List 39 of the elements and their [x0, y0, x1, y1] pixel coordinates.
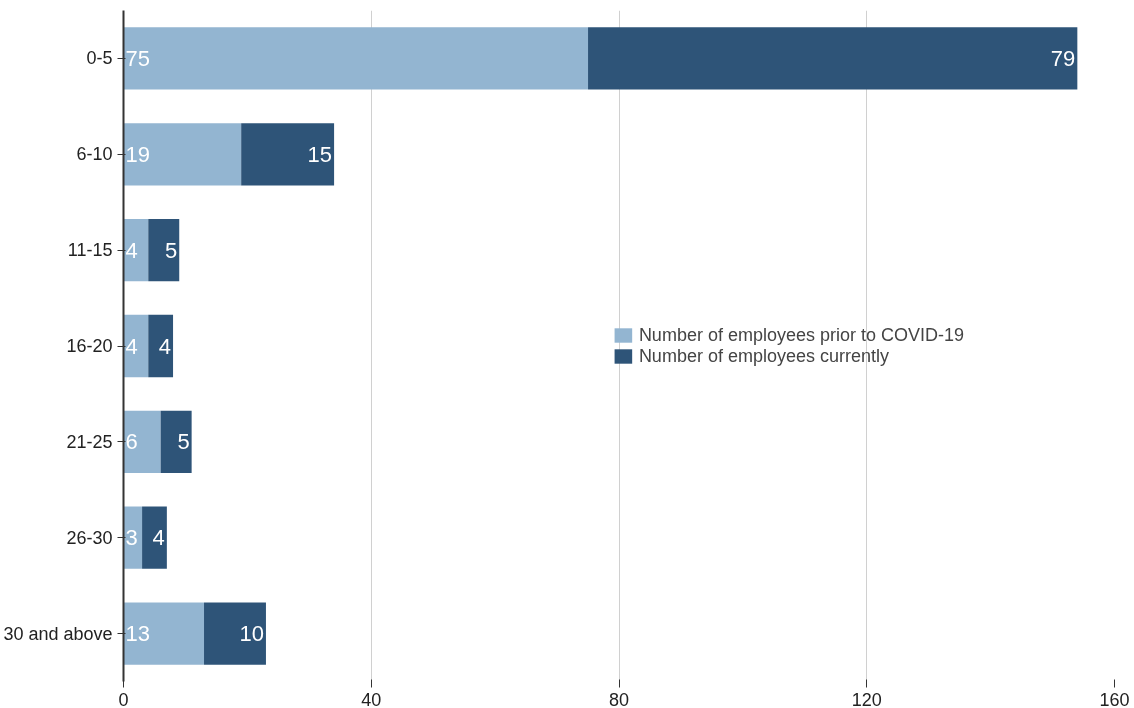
data-label: 15 — [307, 141, 333, 167]
data-label: 4 — [158, 333, 172, 359]
bar — [160, 410, 192, 474]
data-label: 4 — [152, 525, 165, 551]
data-label: 5 — [177, 429, 190, 455]
bar — [204, 602, 266, 665]
y-tick-label: 16-20 — [66, 336, 113, 356]
data-label: 75 — [125, 45, 150, 71]
data-label: 10 — [239, 621, 264, 647]
bar — [148, 218, 180, 282]
data-label: 4 — [125, 333, 138, 359]
bar — [123, 123, 242, 186]
bar — [588, 27, 1078, 90]
y-tick-label: 11-15 — [67, 240, 113, 261]
data-label: 19 — [125, 141, 150, 167]
legend-label: Number of employees prior to COVID-19 — [638, 324, 964, 346]
y-tick-label: 21-25 — [66, 431, 113, 452]
data-label: 4 — [125, 237, 138, 263]
x-tick-label: 160 — [1099, 689, 1130, 708]
x-tick-label: 0 — [118, 689, 129, 708]
bar — [148, 314, 174, 378]
bar — [123, 602, 205, 665]
x-tick-label: 80 — [608, 689, 630, 708]
data-label: 5 — [165, 237, 178, 263]
bar — [123, 27, 589, 90]
legend-label: Number of employees currently — [638, 345, 889, 367]
data-label: 6 — [125, 429, 138, 455]
data-label: 3 — [125, 525, 138, 551]
y-tick-label: 26-30 — [66, 527, 113, 548]
data-label: 13 — [125, 621, 150, 647]
x-tick-label: 40 — [361, 689, 382, 708]
bar — [142, 506, 167, 569]
bar — [241, 123, 335, 186]
data-label: 79 — [1050, 45, 1076, 71]
bar — [123, 410, 161, 474]
y-tick-label: 6-10 — [76, 144, 113, 165]
x-tick-label: 120 — [851, 689, 882, 708]
y-tick-label: 30 and above — [3, 623, 113, 644]
y-tick-label: 0-5 — [86, 48, 113, 69]
